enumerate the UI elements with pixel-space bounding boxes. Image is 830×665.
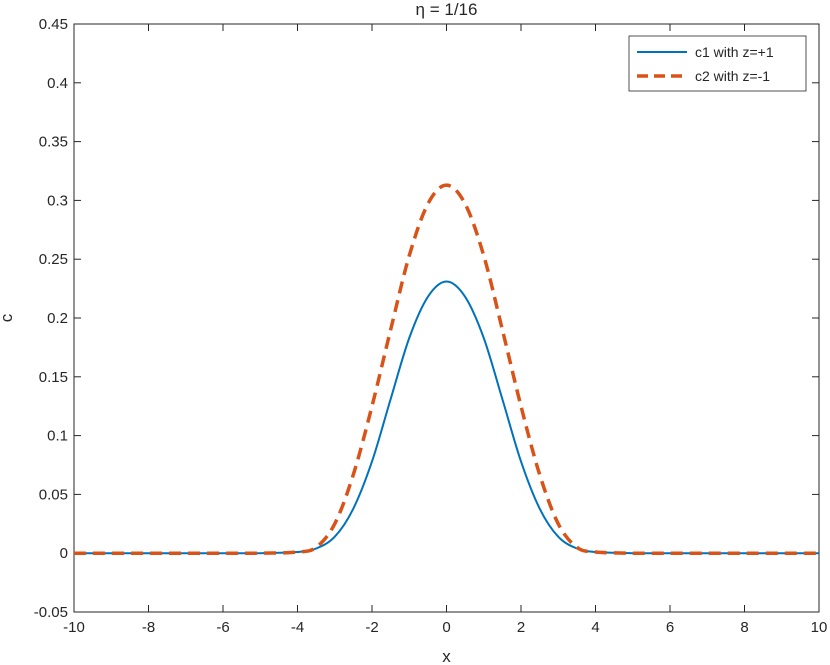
x-tick-label: -8 xyxy=(142,619,155,636)
series-line-2 xyxy=(73,183,819,555)
legend-label-c2: c2 with z=-1 xyxy=(695,68,770,84)
y-tick-label: 0.05 xyxy=(39,486,68,503)
y-tick-label: 0.4 xyxy=(47,75,68,92)
x-axis-label: x xyxy=(442,647,451,665)
x-tick-label: 0 xyxy=(442,619,450,636)
x-tick-label: 10 xyxy=(811,619,828,636)
chart-title: η = 1/16 xyxy=(416,0,478,19)
y-tick-label: 0.1 xyxy=(47,428,68,445)
x-axis-ticks: -10 -8 -6 -4 -2 0 2 4 6 8 10 xyxy=(63,24,827,636)
x-tick-label: -6 xyxy=(216,619,229,636)
series-layer xyxy=(73,183,819,555)
x-tick-label: 4 xyxy=(591,619,599,636)
y-tick-label: 0.3 xyxy=(47,192,68,209)
x-tick-label: -2 xyxy=(365,619,378,636)
x-tick-label: 6 xyxy=(666,619,674,636)
x-tick-label: 2 xyxy=(517,619,525,636)
legend-box xyxy=(628,35,807,92)
y-tick-label: 0.15 xyxy=(39,369,68,386)
y-axis-label: c xyxy=(0,313,16,322)
legend-label-c1: c1 with z=+1 xyxy=(695,44,774,60)
x-tick-label: -4 xyxy=(291,619,304,636)
x-tick-label: 8 xyxy=(740,619,748,636)
axes-box xyxy=(73,23,820,613)
y-tick-label: 0.2 xyxy=(47,310,68,327)
y-tick-label: 0 xyxy=(60,545,68,562)
y-tick-label: 0.35 xyxy=(39,134,68,151)
x-tick-label: -10 xyxy=(63,619,85,636)
plot-area: -10 -8 -6 -4 -2 0 2 4 6 8 10 -0.05 0 0.05 0.1 0.15 0.2 0… xyxy=(34,16,828,636)
y-tick-label: 0.25 xyxy=(39,251,68,268)
y-tick-label: 0.45 xyxy=(39,16,68,33)
y-axis-ticks: -0.05 0 0.05 0.1 0.15 0.2 0.25 0.3 0.35 0.4 0.45 xyxy=(34,16,819,621)
y-tick-label: -0.05 xyxy=(34,604,68,621)
legend: c1 with z=+1 c2 with z=-1 xyxy=(628,35,807,92)
